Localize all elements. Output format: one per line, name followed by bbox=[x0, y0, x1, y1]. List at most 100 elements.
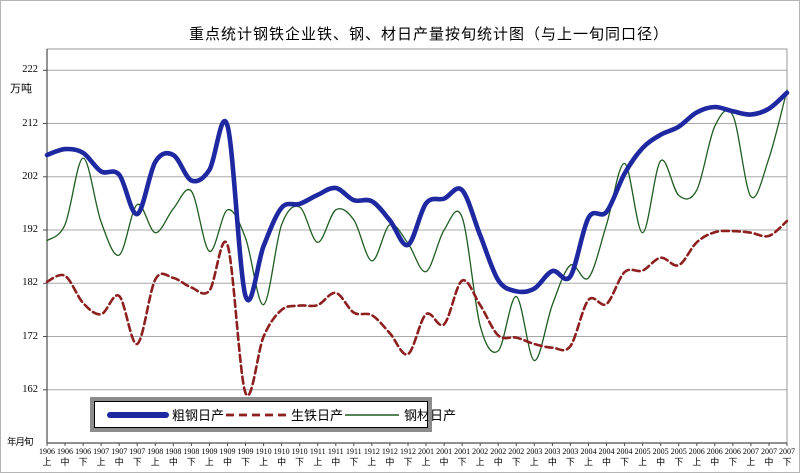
x-tick-period: 上 bbox=[421, 457, 431, 467]
x-tick-yearmonth: 1907 bbox=[129, 447, 146, 456]
x-tick-yearmonth: 1911 bbox=[309, 447, 326, 456]
x-tick-label: 1906 上 bbox=[36, 447, 58, 467]
x-tick-yearmonth: 2007 bbox=[760, 447, 777, 456]
x-tick-period: 下 bbox=[295, 457, 305, 467]
x-tick-label: 2004 上 bbox=[577, 447, 599, 467]
x-tick-period: 上 bbox=[204, 457, 214, 467]
x-tick-label: 1907 中 bbox=[108, 447, 130, 467]
y-axis-unit-label: 万吨 bbox=[10, 83, 32, 95]
x-tick-yearmonth: 2003 bbox=[544, 447, 561, 456]
x-tick-yearmonth: 1912 bbox=[381, 447, 398, 456]
x-tick-period: 中 bbox=[656, 457, 666, 467]
x-tick-label: 2002 中 bbox=[487, 447, 509, 467]
x-tick-label: 2001 中 bbox=[433, 447, 455, 467]
x-tick-period: 上 bbox=[692, 457, 702, 467]
x-tick-label: 2002 下 bbox=[505, 447, 527, 467]
x-tick-label: 1908 中 bbox=[162, 447, 184, 467]
x-tick-yearmonth: 2007 bbox=[779, 447, 795, 456]
x-tick-label: 1906 中 bbox=[54, 447, 76, 467]
chart-title: 重点统计钢铁企业铁、钢、材日产量按旬统计图（与上一旬同口径） bbox=[188, 27, 669, 43]
y-tick-label: 202 bbox=[22, 170, 38, 182]
x-tick-yearmonth: 1911 bbox=[327, 447, 344, 456]
x-tick-yearmonth: 1909 bbox=[237, 447, 254, 456]
x-tick-label: 1907 下 bbox=[126, 447, 148, 467]
x-tick-period: 下 bbox=[511, 457, 521, 467]
x-tick-period: 下 bbox=[457, 457, 467, 467]
x-tick-period: 上 bbox=[96, 457, 106, 467]
crude-steel-line-sample bbox=[107, 411, 169, 418]
legend-item-pig-iron: 生铁日产 bbox=[224, 405, 343, 424]
x-tick-period: 中 bbox=[764, 457, 774, 467]
x-tick-period: 下 bbox=[241, 457, 251, 467]
y-tick-label: 212 bbox=[22, 117, 38, 129]
x-tick-yearmonth: 2002 bbox=[472, 447, 489, 456]
x-tick-yearmonth: 1907 bbox=[93, 447, 110, 456]
x-tick-label: 2006 中 bbox=[704, 447, 726, 467]
y-tick-label: 172 bbox=[22, 330, 38, 342]
x-tick-period: 上 bbox=[475, 457, 485, 467]
x-tick-label: 2003 中 bbox=[541, 447, 563, 467]
x-tick-yearmonth: 2002 bbox=[508, 447, 525, 456]
x-tick-yearmonth: 2001 bbox=[436, 447, 453, 456]
x-tick-label: 1908 上 bbox=[144, 447, 166, 467]
x-tick-period: 下 bbox=[728, 457, 738, 467]
x-tick-yearmonth: 2001 bbox=[454, 447, 471, 456]
x-tick-period: 上 bbox=[367, 457, 377, 467]
x-tick-period: 上 bbox=[259, 457, 269, 467]
y-tick-label: 192 bbox=[22, 224, 38, 236]
x-tick-yearmonth: 1906 bbox=[75, 447, 92, 456]
x-tick-yearmonth: 2006 bbox=[688, 447, 705, 456]
x-tick-label: 2007 上 bbox=[740, 447, 762, 467]
y-tick-label: 182 bbox=[22, 277, 38, 289]
x-tick-yearmonth: 2003 bbox=[526, 447, 543, 456]
x-tick-period: 上 bbox=[583, 457, 593, 467]
legend-item-steel-products: 钢材日产 bbox=[343, 405, 456, 424]
x-tick-period: 下 bbox=[620, 457, 630, 467]
x-tick-label: 1912 上 bbox=[361, 447, 383, 467]
x-tick-yearmonth: 1908 bbox=[183, 447, 200, 456]
x-tick-label: 1910 上 bbox=[253, 447, 275, 467]
x-tick-label: 2001 上 bbox=[415, 447, 437, 467]
x-tick-yearmonth: 1912 bbox=[363, 447, 380, 456]
y-tick-label: 162 bbox=[22, 383, 38, 395]
x-tick-label: 2004 中 bbox=[596, 447, 618, 467]
x-tick-label: 1907 上 bbox=[90, 447, 112, 467]
x-tick-period: 中 bbox=[439, 457, 449, 467]
x-tick-period: 下 bbox=[186, 457, 196, 467]
x-tick-period: 下 bbox=[403, 457, 413, 467]
x-tick-period: 下 bbox=[132, 457, 142, 467]
x-tick-label: 1909 下 bbox=[235, 447, 257, 467]
x-tick-yearmonth: 1909 bbox=[201, 447, 218, 456]
legend-label-steel-products: 钢材日产 bbox=[404, 408, 457, 423]
x-tick-period: 中 bbox=[114, 457, 124, 467]
x-tick-yearmonth: 1906 bbox=[57, 447, 74, 456]
x-tick-period: 中 bbox=[331, 457, 341, 467]
x-tick-period: 下 bbox=[674, 457, 684, 467]
legend-label-crude-steel: 粗钢日产 bbox=[172, 408, 225, 423]
x-tick-label: 1911 中 bbox=[325, 447, 347, 467]
x-tick-label: 2006 下 bbox=[722, 447, 744, 467]
x-tick-label: 2005 上 bbox=[632, 447, 654, 467]
x-tick-label: 2004 下 bbox=[614, 447, 636, 467]
x-tick-period: 下 bbox=[782, 457, 792, 467]
x-tick-yearmonth: 1910 bbox=[291, 447, 308, 456]
x-tick-yearmonth: 2002 bbox=[490, 447, 507, 456]
x-tick-label: 2007 中 bbox=[758, 447, 780, 467]
x-tick-yearmonth: 1910 bbox=[255, 447, 272, 456]
x-tick-label: 2002 上 bbox=[469, 447, 491, 467]
x-tick-label: 1909 中 bbox=[216, 447, 238, 467]
x-tick-period: 下 bbox=[78, 457, 88, 467]
x-tick-yearmonth: 2005 bbox=[670, 447, 687, 456]
x-tick-period: 中 bbox=[222, 457, 232, 467]
legend: 粗钢日产 生铁日产 钢材日产 bbox=[90, 397, 456, 432]
x-tick-period: 上 bbox=[313, 457, 323, 467]
x-tick-period: 上 bbox=[746, 457, 756, 467]
x-tick-yearmonth: 1906 bbox=[39, 447, 55, 456]
x-tick-label: 1912 中 bbox=[379, 447, 401, 467]
x-tick-period: 中 bbox=[385, 457, 395, 467]
x-tick-label: 2007 下 bbox=[776, 447, 798, 467]
x-tick-label: 1909 上 bbox=[198, 447, 220, 467]
x-tick-yearmonth: 1910 bbox=[273, 447, 290, 456]
x-tick-yearmonth: 2005 bbox=[634, 447, 651, 456]
x-tick-yearmonth: 1911 bbox=[345, 447, 362, 456]
